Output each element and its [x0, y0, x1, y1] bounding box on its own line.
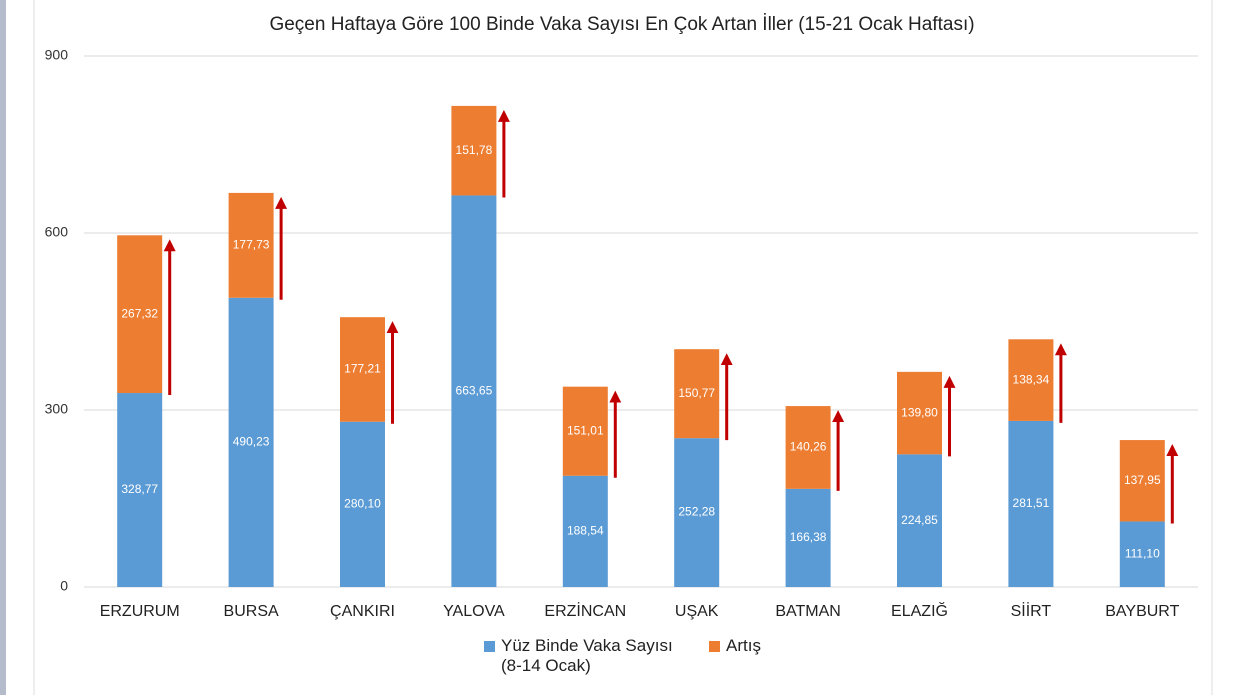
value-label: 166,38	[790, 530, 827, 544]
value-label: 490,23	[233, 435, 270, 449]
bar-segment	[451, 105, 497, 196]
x-tick-label: YALOVA	[443, 603, 505, 620]
value-label: 252,28	[678, 505, 715, 519]
x-tick-label: BATMAN	[775, 603, 840, 620]
chart-title: Geçen Haftaya Göre 100 Binde Vaka Sayısı…	[269, 14, 974, 35]
value-label: 663,65	[456, 383, 493, 397]
legend-label: Yüz Binde Vaka Sayısı (8-14 Ocak)	[501, 636, 673, 675]
bar-segment	[228, 297, 274, 587]
value-label: 138,34	[1013, 372, 1050, 386]
bar-segment	[1119, 521, 1165, 587]
value-label: 177,21	[344, 362, 381, 376]
y-tick-label: 300	[45, 401, 69, 417]
bar-segment	[1119, 440, 1165, 522]
bar-segment	[1008, 339, 1054, 421]
legend: Yüz Binde Vaka Sayısı (8-14 Ocak) Artış	[484, 636, 761, 676]
bar-segment	[562, 386, 608, 476]
value-label: 188,54	[567, 524, 604, 538]
x-tick-label: BURSA	[224, 603, 279, 620]
x-tick-label: ÇANKIRI	[330, 603, 395, 620]
y-tick-label: 900	[45, 47, 69, 63]
bar-segment	[897, 371, 942, 455]
value-label: 280,10	[344, 497, 381, 511]
value-label: 281,51	[1013, 496, 1050, 510]
x-tick-label: UŞAK	[675, 603, 719, 620]
legend-item: Artış	[709, 636, 761, 676]
legend-item: Yüz Binde Vaka Sayısı (8-14 Ocak)	[484, 636, 691, 676]
value-label: 150,77	[678, 386, 715, 400]
y-tick-label: 600	[45, 224, 69, 240]
legend-label: Artış	[726, 636, 761, 655]
bar-segment	[228, 192, 274, 298]
legend-swatch	[709, 641, 720, 652]
bar-segment	[785, 488, 831, 587]
bar-segment	[674, 438, 720, 587]
value-label: 151,78	[456, 143, 493, 157]
x-tick-label: ERZİNCAN	[544, 601, 626, 620]
value-label: 139,80	[901, 405, 938, 419]
value-label: 177,73	[233, 238, 270, 252]
value-label: 328,77	[121, 482, 158, 496]
bar-segment	[562, 475, 608, 587]
value-label: 267,32	[121, 306, 158, 320]
value-label: 137,95	[1124, 473, 1161, 487]
x-tick-label: ERZURUM	[100, 603, 180, 620]
x-tick-label: ELAZIĞ	[891, 601, 948, 620]
value-label: 111,10	[1125, 546, 1160, 560]
bar-segment	[117, 393, 163, 587]
bar-segment	[340, 421, 385, 587]
value-label: 151,01	[567, 423, 604, 437]
bar-segment	[785, 406, 831, 489]
bar-segment	[897, 454, 942, 587]
bar-segment	[340, 317, 385, 422]
legend-swatch	[484, 641, 495, 652]
bar-segment	[1008, 420, 1054, 587]
y-tick-label: 0	[60, 578, 68, 594]
left-strip	[0, 0, 6, 695]
value-label: 140,26	[790, 440, 827, 454]
bar-segment	[674, 349, 720, 439]
bar-segment	[117, 235, 163, 394]
bar-segment	[451, 195, 497, 587]
x-tick-label: SİİRT	[1011, 601, 1052, 620]
x-tick-label: BAYBURT	[1105, 603, 1179, 620]
value-label: 224,85	[901, 513, 938, 527]
